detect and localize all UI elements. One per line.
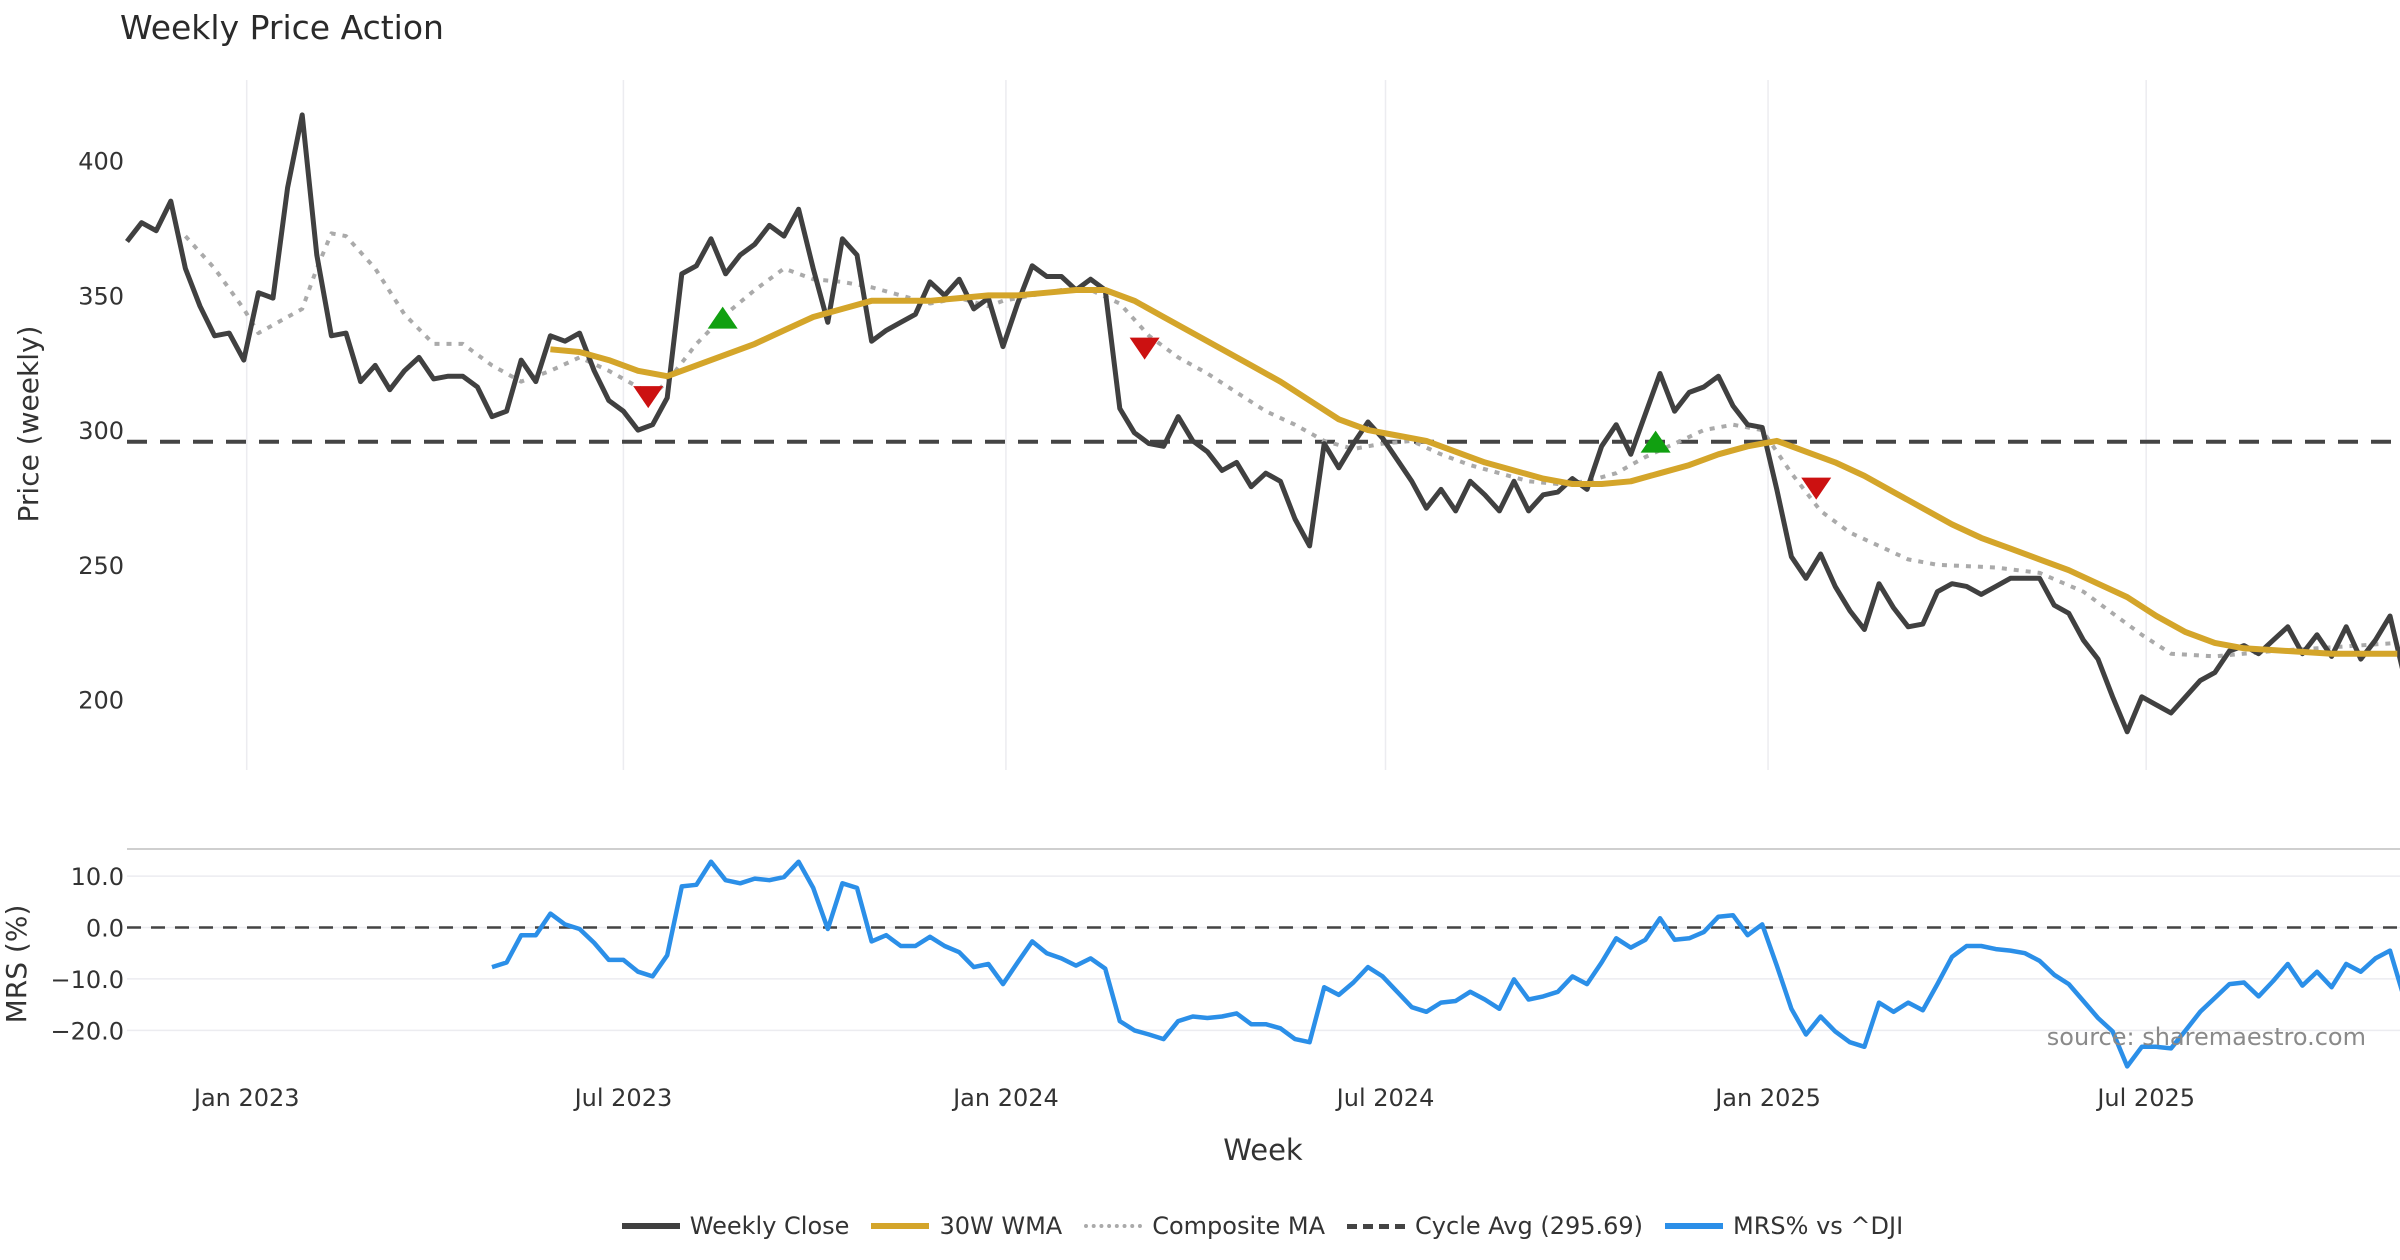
legend-swatch [1347,1223,1406,1229]
legend-label: Cycle Avg (295.69) [1415,1212,1644,1240]
wma-line [550,287,2398,657]
legend-swatch [1084,1224,1143,1228]
mrs-panel [127,859,2400,1069]
composite-ma-line [183,231,2398,659]
legend-label: Weekly Close [689,1212,850,1240]
mrs-line [491,859,2400,1069]
x-axis-label: Week [1223,1133,1303,1167]
legend: Weekly Close 30W WMA Composite MA Cycle … [0,1212,2400,1240]
legend-item-weekly-close[interactable]: Weekly Close [621,1212,850,1240]
legend-item-mrs[interactable]: MRS% vs ^DJI [1665,1212,1903,1240]
mrs-axis-label: MRS (%) [0,905,33,1024]
gridlines [127,80,2400,1032]
legend-swatch [871,1223,930,1229]
price-tick-label: 400 [78,148,124,176]
x-tick-label: Jan 2024 [951,1084,1059,1112]
price-tick-label: 350 [78,282,124,310]
legend-label: 30W WMA [939,1212,1063,1240]
legend-item-cycle-avg[interactable]: Cycle Avg (295.69) [1347,1212,1643,1240]
mrs-tick-label: −10.0 [50,966,124,994]
legend-label: Composite MA [1152,1212,1326,1240]
x-tick-label: Jul 2024 [1335,1084,1435,1112]
mrs-tick-label: 10.0 [71,863,124,891]
price-panel [125,112,2400,735]
buy-signal-marker [707,306,738,329]
sell-signal-marker [633,386,664,409]
price-tick-label: 200 [78,687,124,715]
price-tick-label: 250 [78,552,124,580]
buy-signal-marker [1640,430,1671,453]
sell-signal-marker [1801,477,1832,500]
sell-signal-marker [1129,337,1160,360]
x-tick-label: Jul 2025 [2095,1084,2195,1112]
legend-item-wma[interactable]: 30W WMA [871,1212,1062,1240]
x-tick-label: Jan 2025 [1713,1084,1821,1112]
axes: Jan 2023 Jul 2023 Jan 2024 Jul 2024 Jan 2025… [50,148,2195,1112]
legend-item-composite-ma[interactable]: Composite MA [1084,1212,1325,1240]
mrs-tick-label: 0.0 [86,915,124,943]
price-tick-label: 300 [78,417,124,445]
legend-swatch [1665,1223,1724,1229]
x-tick-label: Jan 2023 [192,1084,300,1112]
x-tick-label: Jul 2023 [573,1084,673,1112]
legend-swatch [621,1223,680,1229]
legend-label: MRS% vs ^DJI [1733,1212,1904,1240]
price-axis-label: Price (weekly) [12,326,45,523]
weekly-close-line [125,112,2400,735]
chart-title: Weekly Price Action [120,8,444,47]
mrs-tick-label: −20.0 [50,1017,124,1045]
source-text: source: sharemaestro.com [2047,1023,2366,1051]
